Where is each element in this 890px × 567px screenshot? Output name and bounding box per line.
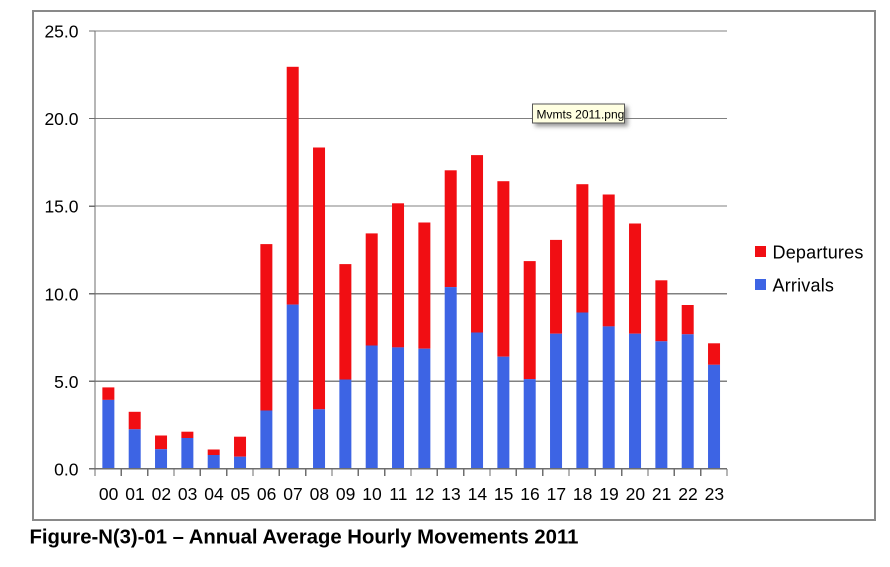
svg-text:15.0: 15.0	[44, 197, 78, 217]
svg-text:13: 13	[441, 484, 460, 504]
svg-text:Departures: Departures	[773, 242, 864, 262]
svg-text:00: 00	[99, 484, 119, 504]
svg-text:Mvmts 2011.png: Mvmts 2011.png	[537, 108, 625, 122]
svg-text:08: 08	[310, 484, 329, 504]
svg-text:05: 05	[231, 484, 250, 504]
svg-text:10: 10	[362, 484, 382, 504]
svg-text:Arrivals: Arrivals	[773, 275, 835, 295]
svg-text:17: 17	[547, 484, 566, 504]
svg-text:0.0: 0.0	[54, 459, 79, 479]
svg-text:07: 07	[283, 484, 302, 504]
svg-text:5.0: 5.0	[54, 372, 79, 392]
svg-text:01: 01	[125, 484, 144, 504]
svg-text:22: 22	[678, 484, 697, 504]
svg-text:03: 03	[178, 484, 197, 504]
svg-text:21: 21	[652, 484, 671, 504]
svg-text:04: 04	[204, 484, 224, 504]
svg-text:10.0: 10.0	[44, 284, 78, 304]
svg-text:12: 12	[415, 484, 434, 504]
svg-text:20: 20	[626, 484, 646, 504]
svg-text:16: 16	[520, 484, 539, 504]
svg-text:19: 19	[599, 484, 618, 504]
svg-text:02: 02	[152, 484, 171, 504]
svg-text:06: 06	[257, 484, 276, 504]
svg-text:14: 14	[468, 484, 488, 504]
svg-text:09: 09	[336, 484, 355, 504]
svg-text:18: 18	[573, 484, 592, 504]
svg-text:23: 23	[705, 484, 724, 504]
svg-text:15: 15	[494, 484, 513, 504]
svg-text:20.0: 20.0	[44, 109, 78, 129]
svg-text:Figure-N(3)-01 – Annual Averag: Figure-N(3)-01 – Annual Average Hourly M…	[30, 527, 579, 549]
svg-text:25.0: 25.0	[44, 22, 78, 42]
svg-text:11: 11	[389, 484, 407, 504]
